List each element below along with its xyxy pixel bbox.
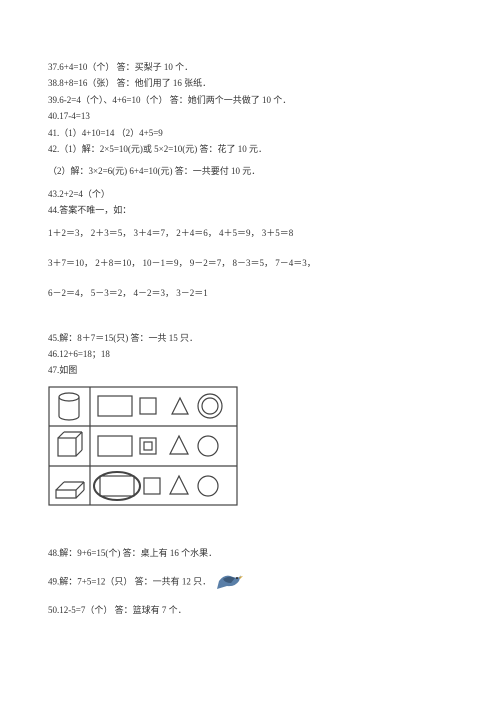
shapes-figure <box>48 386 452 510</box>
answer-line-46: 46.12+6=18；18 <box>48 347 452 361</box>
answer-line-49: 49.解：7+5=12（只） 答：一共有 12 只． <box>48 569 452 595</box>
answer-line-48: 48.解：9+6=15(个) 答：桌上有 16 个水果． <box>48 546 452 560</box>
answer-line-39: 39.6-2=4（个）、4+6=10（个） 答：她们两个一共做了 10 个． <box>48 93 452 107</box>
answer-line-43: 43.2+2=4（个） <box>48 187 452 201</box>
answer-line-38: 38.8+8=16（张） 答：他们用了 16 张纸． <box>48 76 452 90</box>
answer-line-41: 41.（1）4+10=14 （2）4+5=9 <box>48 126 452 140</box>
answer-text-49: 49.解：7+5=12（只） 答：一共有 12 只． <box>48 576 211 586</box>
answer-line-44-row3: 6－2＝4， 5－3＝2， 4－2＝3， 3－2＝1 <box>48 286 452 300</box>
bird-icon <box>213 569 243 595</box>
answer-line-44-row1: 1＋2＝3， 2＋3＝5， 3＋4＝7， 2＋4＝6， 4＋5＝9， 3＋5＝8 <box>48 226 452 240</box>
answer-line-40: 40.17-4=13 <box>48 109 452 123</box>
answer-line-45: 45.解：8＋7＝15(只) 答：一共 15 只． <box>48 331 452 345</box>
answer-line-47: 47.如图 <box>48 363 452 377</box>
answer-line-42b: （2）解：3×2=6(元) 6+4=10(元) 答：一共要付 10 元． <box>48 164 452 178</box>
answer-line-37: 37.6+4=10（个） 答：买梨子 10 个． <box>48 60 452 74</box>
answer-line-44-row2: 3＋7＝10， 2＋8＝10， 10－1＝9， 9－2＝7， 8－3＝5， 7－… <box>48 256 452 270</box>
answer-line-44: 44.答案不唯一，如： <box>48 203 452 217</box>
answer-line-50: 50.12-5=7（个） 答：篮球有 7 个． <box>48 603 452 617</box>
answer-line-42a: 42.（1）解：2×5=10(元)或 5×2=10(元) 答：花了 10 元． <box>48 142 452 156</box>
